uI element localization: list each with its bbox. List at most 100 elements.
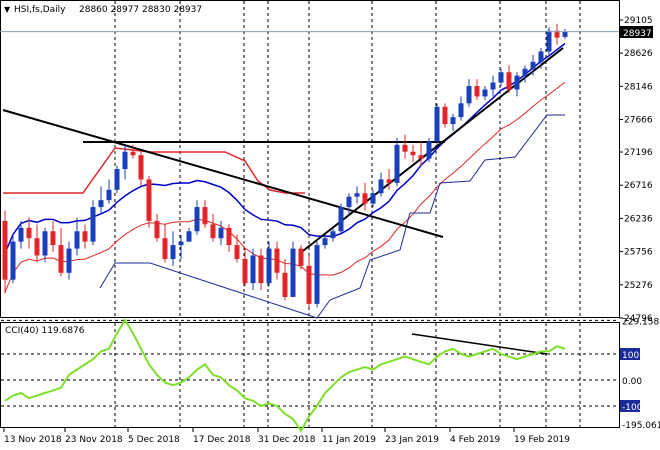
cci-axis: 229.1588 100 0.00 -100 -195.0610 bbox=[620, 317, 660, 431]
candle bbox=[82, 224, 88, 249]
candle bbox=[394, 137, 400, 187]
cci-label: CCI(40) 119.6876 bbox=[5, 326, 85, 336]
candle bbox=[242, 248, 248, 287]
candle bbox=[178, 234, 184, 259]
candle bbox=[218, 220, 224, 246]
candle bbox=[506, 65, 512, 93]
price-level-label: 29105 bbox=[624, 16, 653, 26]
candle bbox=[466, 79, 472, 107]
candle bbox=[362, 182, 368, 211]
candle bbox=[2, 210, 8, 294]
candle bbox=[538, 48, 544, 69]
price-panel-frame bbox=[0, 0, 620, 318]
candle bbox=[554, 23, 560, 45]
time-axis-label: 31 Dec 2018 bbox=[258, 435, 316, 445]
cci-level-label: 229.1588 bbox=[622, 317, 660, 327]
candle bbox=[10, 234, 16, 284]
cci-level-label: 100 bbox=[622, 351, 639, 361]
candle bbox=[250, 248, 256, 291]
candle bbox=[370, 189, 376, 208]
candle bbox=[474, 79, 480, 100]
ohlc-values: 28860 28977 28830 28937 bbox=[79, 5, 202, 15]
price-level-label: 24796 bbox=[624, 314, 653, 324]
vertical-grid bbox=[114, 1, 581, 427]
cci-grid bbox=[1, 319, 619, 407]
time-axis-label: 11 Jan 2019 bbox=[322, 435, 376, 445]
candle bbox=[266, 241, 272, 287]
candle bbox=[226, 224, 232, 253]
candle bbox=[154, 213, 160, 242]
candle bbox=[114, 165, 120, 194]
price-level-label: 27666 bbox=[624, 116, 653, 126]
price-level-label: 25756 bbox=[624, 248, 653, 258]
price-level-label: 28626 bbox=[624, 49, 653, 59]
price-level-label: 26716 bbox=[624, 181, 653, 191]
candle bbox=[194, 200, 200, 235]
candle bbox=[122, 144, 128, 180]
candle bbox=[418, 141, 424, 166]
candle bbox=[18, 220, 24, 249]
candle bbox=[514, 72, 520, 97]
candle bbox=[58, 227, 64, 277]
candle bbox=[458, 96, 464, 121]
candle bbox=[106, 179, 112, 204]
price-level-label: 27196 bbox=[624, 148, 653, 158]
resistance-line-red bbox=[3, 147, 305, 194]
candle bbox=[290, 241, 296, 297]
candle bbox=[50, 220, 56, 253]
candle bbox=[162, 224, 168, 263]
downtrend-line bbox=[2, 109, 444, 238]
candles-group bbox=[2, 23, 568, 308]
lower-band-line bbox=[99, 114, 565, 319]
candle bbox=[90, 200, 96, 246]
time-axis-label: 17 Dec 2018 bbox=[193, 435, 251, 445]
candle bbox=[522, 65, 528, 83]
candle bbox=[306, 255, 312, 308]
candle bbox=[402, 134, 408, 159]
cci-line bbox=[4, 318, 566, 433]
candle bbox=[498, 68, 504, 87]
candle bbox=[330, 227, 336, 242]
chart-menu-icon[interactable]: ▼ bbox=[4, 5, 11, 14]
candle bbox=[186, 227, 192, 242]
candle bbox=[210, 213, 216, 242]
candle bbox=[170, 231, 176, 266]
current-price-tag: 28937 bbox=[623, 29, 652, 39]
candle bbox=[138, 151, 144, 187]
candle bbox=[146, 175, 152, 228]
cci-level-label: -195.0610 bbox=[622, 421, 660, 431]
candle bbox=[354, 186, 360, 204]
price-axis: 29105 28626 28146 27666 27196 26716 26236 25756… bbox=[0, 16, 653, 324]
upper-band-line bbox=[4, 42, 566, 254]
candle bbox=[34, 224, 40, 263]
candle bbox=[74, 217, 80, 256]
candle bbox=[234, 234, 240, 263]
candle bbox=[530, 54, 536, 76]
cci-panel-frame bbox=[0, 322, 620, 428]
candle bbox=[426, 137, 432, 163]
candle bbox=[258, 248, 264, 291]
time-axis-label: 23 Jan 2019 bbox=[385, 435, 439, 445]
candle bbox=[562, 28, 568, 40]
candle bbox=[26, 217, 32, 249]
candle bbox=[202, 200, 208, 228]
candle bbox=[434, 103, 440, 145]
symbol-label: HSI,fs,Daily bbox=[14, 5, 66, 15]
candle bbox=[42, 227, 48, 263]
candle bbox=[66, 241, 72, 280]
candle bbox=[274, 241, 280, 280]
candle bbox=[322, 234, 328, 249]
candle bbox=[386, 169, 392, 190]
candle bbox=[378, 172, 384, 197]
candle bbox=[282, 258, 288, 301]
price-level-label: 26236 bbox=[624, 214, 653, 224]
time-axis-label: 19 Feb 2019 bbox=[514, 435, 570, 445]
time-axis-label: 5 Dec 2018 bbox=[128, 435, 180, 445]
time-axis: 13 Nov 2018 23 Nov 2018 5 Dec 2018 17 Dec 2… bbox=[3, 427, 570, 445]
cci-level-label: -100 bbox=[622, 403, 643, 413]
candle bbox=[346, 193, 352, 214]
candle bbox=[314, 241, 320, 308]
current-price-tag-bg bbox=[620, 26, 653, 38]
cci-divergence-line bbox=[411, 333, 548, 355]
